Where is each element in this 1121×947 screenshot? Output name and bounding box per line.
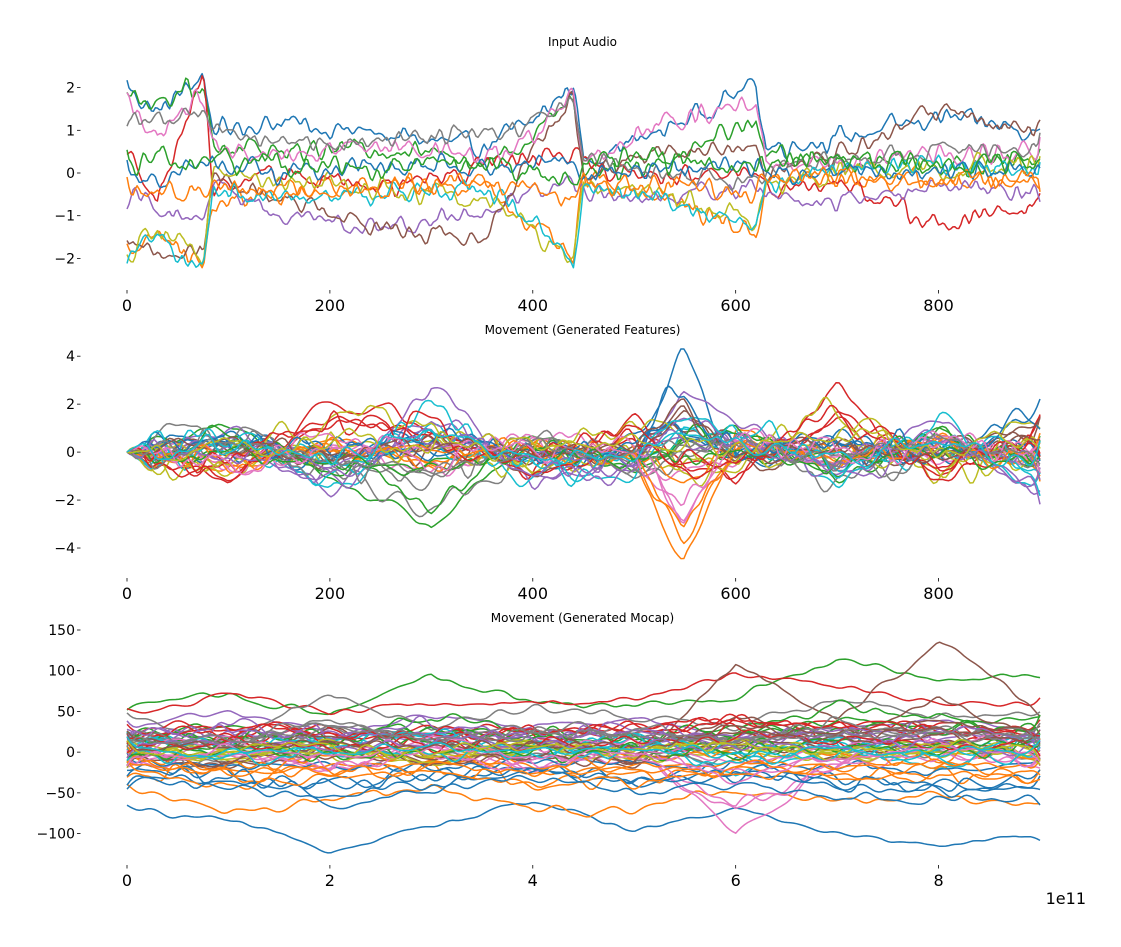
x-tick-label: 2 xyxy=(325,871,335,890)
subplot-title: Movement (Generated Mocap) xyxy=(491,611,674,625)
series-line xyxy=(126,774,1041,810)
x-tick-label: 800 xyxy=(923,584,954,603)
series-line xyxy=(126,760,1041,791)
x-tick-label: 400 xyxy=(518,584,549,603)
series-line xyxy=(126,672,1041,716)
x-tick-label: 600 xyxy=(720,296,751,315)
y-tick-label: −2 xyxy=(54,493,75,509)
series-line xyxy=(126,783,1040,818)
x-tick-label: 0 xyxy=(122,584,132,603)
x-tick-label: 4 xyxy=(528,871,538,890)
series-line xyxy=(126,801,1041,854)
series-line xyxy=(126,422,1041,465)
series-line xyxy=(126,722,1041,749)
series-line xyxy=(126,154,1041,269)
y-tick-label: −4 xyxy=(54,541,75,557)
series-line xyxy=(126,90,1041,259)
series-line xyxy=(126,727,1041,755)
series-line xyxy=(126,434,1041,478)
y-tick-label: 150 xyxy=(48,623,75,639)
series-line xyxy=(126,758,1041,779)
series-line xyxy=(126,741,1041,768)
x-tick-label: 600 xyxy=(720,584,751,603)
y-tick-label: 100 xyxy=(48,664,75,680)
y-tick-label: 2 xyxy=(66,397,75,413)
series-line xyxy=(126,658,1041,716)
x-tick-label: 0 xyxy=(122,871,132,890)
y-tick-label: 50 xyxy=(57,704,75,720)
series-line xyxy=(126,72,1041,165)
x-tick-label: 8 xyxy=(933,871,943,890)
series-line xyxy=(126,427,1041,462)
series-line xyxy=(126,715,1041,744)
y-tick-label: 0 xyxy=(66,445,75,461)
y-tick-label: 1 xyxy=(66,123,75,139)
subplot-2: Movement (Generated Features) 4 2 0 −2 −4 0 200… xyxy=(54,323,1041,603)
series-line xyxy=(126,96,1041,191)
subplot-3: Movement (Generated Mocap) 150 100 50 0 −50 −1… xyxy=(37,611,1086,908)
series-line xyxy=(126,724,1041,747)
series-line xyxy=(126,767,1041,799)
series-line xyxy=(126,763,1041,793)
series-line xyxy=(126,396,1041,471)
y-tick-label: 2 xyxy=(66,81,75,97)
x-tick-label: 400 xyxy=(518,296,549,315)
series-line xyxy=(126,716,1040,750)
series-line xyxy=(126,429,1041,468)
x-tick-label: 200 xyxy=(315,296,346,315)
x-tick-label: 800 xyxy=(923,296,954,315)
subplot-1: Input Audio 2 1 0 −1 −2 0 200 400 600 800 xyxy=(54,35,1041,315)
y-tick-label: −50 xyxy=(45,786,75,802)
series-line xyxy=(126,152,1041,189)
series-line xyxy=(126,405,1041,474)
series-line xyxy=(126,737,1041,762)
subplot-title: Movement (Generated Features) xyxy=(485,323,681,337)
series-line xyxy=(126,735,1041,759)
series-line xyxy=(126,736,1041,759)
series-line xyxy=(126,151,1041,266)
series-line xyxy=(126,145,1041,186)
y-tick-label: −1 xyxy=(54,209,75,225)
series-line xyxy=(126,166,1041,207)
series-line xyxy=(126,398,1041,461)
x-tick-label: 6 xyxy=(731,871,741,890)
x-axis-offset-label: 1e11 xyxy=(1046,889,1086,908)
subplot-title: Input Audio xyxy=(548,35,617,49)
x-tick-label: 200 xyxy=(315,584,346,603)
y-tick-label: 0 xyxy=(66,745,75,761)
series-line xyxy=(126,422,1041,489)
y-tick-label: −100 xyxy=(37,827,75,843)
y-tick-label: 4 xyxy=(66,349,75,365)
series-line xyxy=(126,765,1041,793)
x-tick-label: 0 xyxy=(122,296,132,315)
series-line xyxy=(126,694,1041,738)
y-tick-label: −2 xyxy=(54,251,75,267)
y-tick-label: 0 xyxy=(66,166,75,182)
series-line xyxy=(126,716,1041,741)
